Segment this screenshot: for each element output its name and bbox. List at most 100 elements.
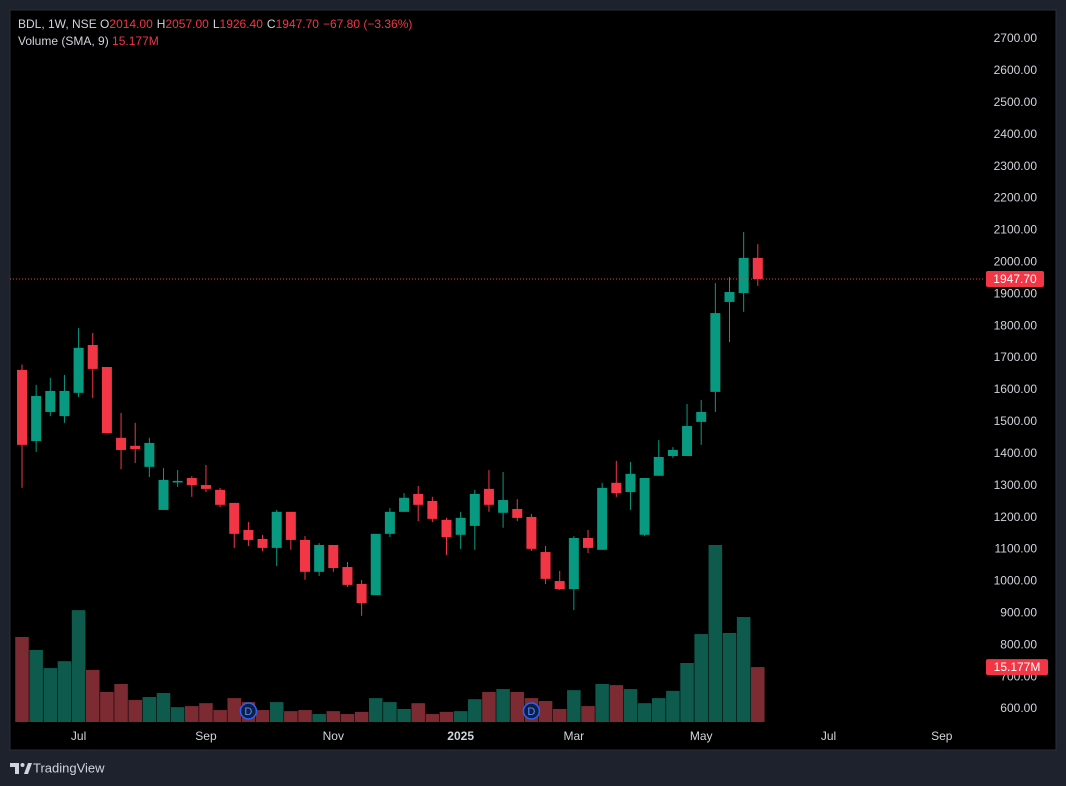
x-tick-label: May [690,729,713,743]
last-price-tag [986,271,1044,288]
candle-body [186,478,197,486]
candle-body [73,347,84,393]
chart-area [9,9,1057,751]
volume-bar [71,610,86,722]
volume-bar [468,699,482,722]
legend-volume: Volume (SMA, 9) 15.177M [18,33,416,50]
volume-tag [986,659,1048,676]
volume-bar [368,698,383,722]
dividend-marker [239,702,258,720]
volume-bar [255,710,270,722]
candle-body [611,482,622,494]
volume-bar [43,668,58,722]
candle-body [31,396,42,442]
last-price-label: 1947.70 [993,272,1037,286]
candle-body [158,479,169,510]
volume-bar [637,703,652,722]
legend-value: 2014.00 [109,17,153,31]
candle-body [271,511,282,548]
candle-body [328,545,339,568]
x-tick-label: Mar [564,729,585,743]
volume-bar [482,691,496,722]
candle-body [285,511,296,540]
volume-bar [595,683,609,722]
candle-body [59,390,70,417]
y-tick-label: 1200.00 [994,510,1038,524]
volume-bar [170,707,185,722]
volume-bar [312,714,326,722]
volume-bar [227,698,242,722]
candle-body [144,442,155,467]
volume-bar [15,636,29,722]
logo-icon [20,763,25,767]
candle-body [172,480,183,483]
legend-value: 1947.70 [275,17,319,31]
candle-body [441,519,452,538]
y-tick-label: 2600.00 [994,63,1038,77]
y-tick-label: 900.00 [1000,605,1037,619]
volume-bar [680,663,694,722]
candle-body [455,517,466,535]
volume-bar [609,685,624,722]
y-tick-label: 800.00 [1000,637,1037,651]
dividend-label: D [527,706,535,718]
candle-body [554,581,565,590]
candle-body [45,390,56,412]
volume-bar [439,711,454,722]
dividend-label: D [244,706,252,718]
volume-bar [651,698,666,722]
dividend-marker [522,702,541,720]
volume-bar [736,617,751,722]
volume-bar [114,683,128,722]
candle-body [597,487,608,550]
candle-body [568,538,579,590]
candle-body [469,493,480,526]
volume-bar [383,702,397,722]
volume-bar [57,661,72,722]
y-tick-label: 1400.00 [994,446,1038,460]
candle-body [243,530,254,540]
volume-bar [85,669,100,722]
volume-bar [722,632,737,722]
candle-body [314,545,325,572]
watermark: TradingView [33,760,105,775]
legend-label: H [156,17,166,31]
volume-bar [298,710,312,722]
volume-bar [156,693,171,722]
candle-body [710,313,721,392]
volume-bar [496,689,510,722]
y-tick-label: 1800.00 [994,318,1038,332]
legend-label: L [212,17,220,31]
candle-body [738,257,749,293]
candle-body [526,516,537,549]
candle-body [682,426,693,457]
y-tick-label: 2700.00 [994,31,1038,45]
candle-body [498,500,509,513]
volume-bar [354,711,369,722]
volume-bar [708,545,723,722]
x-tick-label: Sep [195,729,217,743]
candle-body [300,539,310,572]
candle-body [342,567,353,585]
volume-title: Volume (SMA, 9) [18,34,109,48]
candle-body [257,538,268,548]
volume-bar [284,711,298,722]
y-tick-label: 1600.00 [994,382,1038,396]
legend-ohlc: BDL, 1W, NSE O2014.00 H2057.00 L1926.40 C19… [18,16,416,33]
legend-change: −67.80 (−3.36%) [322,17,413,31]
candle-body [583,538,593,548]
candle-body [653,456,664,476]
volume-bar [411,703,425,722]
candle-body [215,489,226,505]
logo-icon [24,763,32,774]
y-tick-label: 2300.00 [994,159,1038,173]
y-tick-label: 2000.00 [994,255,1038,269]
volume-value: 15.177M [112,34,159,48]
x-tick-label: Jul [821,729,836,743]
candle-body [200,485,211,489]
legend: BDL, 1W, NSE O2014.00 H2057.00 L1926.40 C19… [18,16,416,50]
volume-bar [185,706,199,722]
volume-bar [552,708,567,722]
